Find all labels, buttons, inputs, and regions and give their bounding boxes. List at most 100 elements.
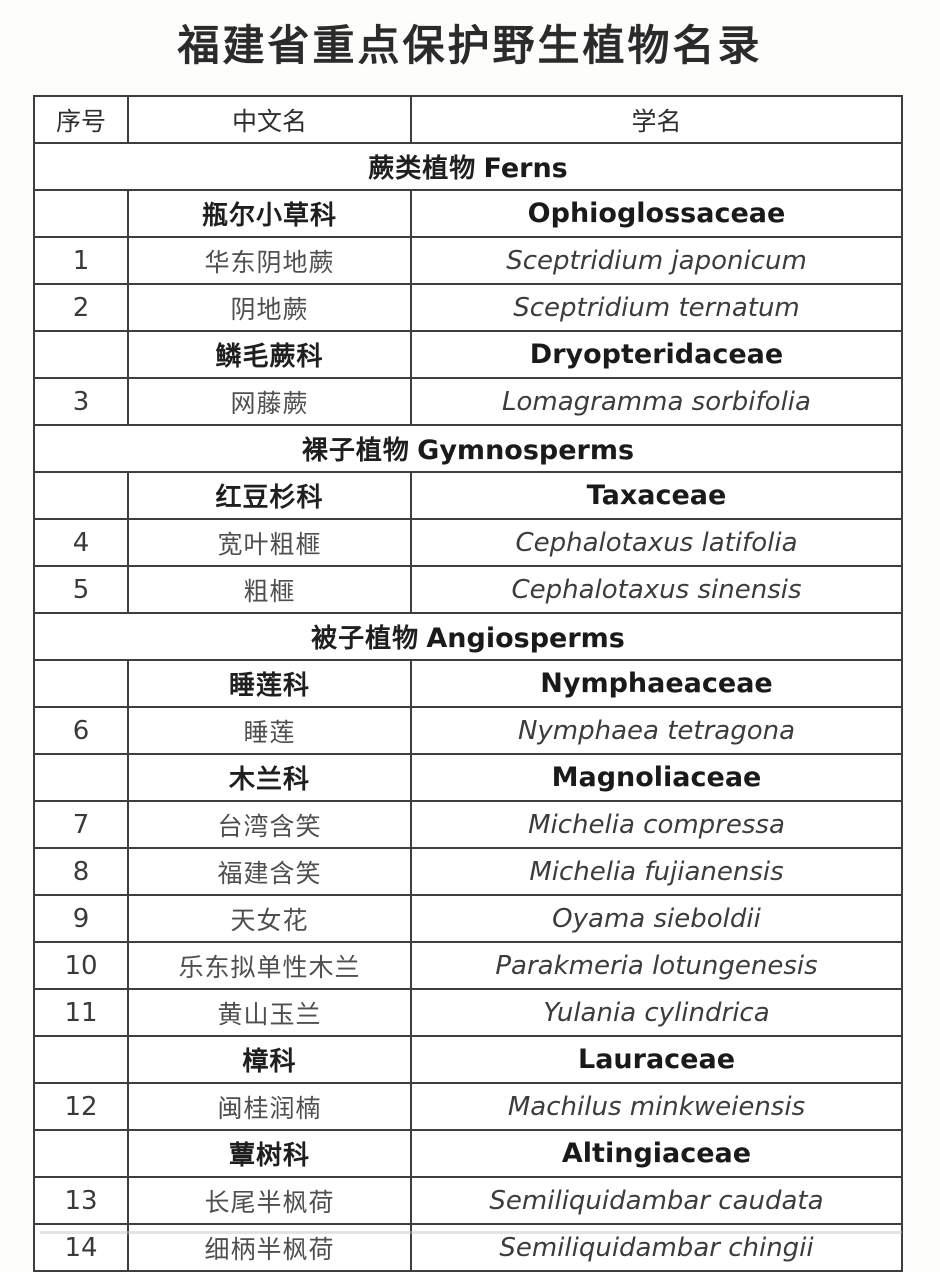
species-latin-name-cell: Cephalotaxus sinensis	[410, 565, 903, 614]
family-row: 鳞毛蕨科 Dryopteridaceae	[33, 330, 903, 379]
row-number-cell	[33, 1035, 129, 1084]
family-latin-name-cell: Nymphaeaceae	[410, 659, 903, 708]
species-row: 4 宽叶粗榧 Cephalotaxus latifolia	[33, 518, 903, 567]
row-number-cell: 2	[33, 283, 129, 332]
species-chinese-name-cell: 阴地蕨	[127, 283, 412, 332]
section-row: 裸子植物 Gymnosperms	[33, 424, 903, 473]
row-number-cell: 8	[33, 847, 129, 896]
species-chinese-name-cell: 福建含笑	[127, 847, 412, 896]
section-chinese-label: 蕨类植物	[368, 154, 477, 184]
species-latin-name-cell: Sceptridium japonicum	[410, 236, 903, 285]
scan-shadow-artifact	[40, 1231, 902, 1234]
species-latin-name-cell: Machilus minkweiensis	[410, 1082, 903, 1131]
row-number-cell	[33, 753, 129, 802]
family-latin-name-cell: Taxaceae	[410, 471, 903, 520]
species-latin-name-cell: Oyama sieboldii	[410, 894, 903, 943]
species-chinese-name-cell: 华东阴地蕨	[127, 236, 412, 285]
family-row: 瓶尔小草科 Ophioglossaceae	[33, 189, 903, 238]
row-number-cell	[33, 659, 129, 708]
row-number-cell	[33, 189, 129, 238]
row-number-cell	[33, 1129, 129, 1178]
family-row: 睡莲科 Nymphaeaceae	[33, 659, 903, 708]
species-row: 5 粗榧 Cephalotaxus sinensis	[33, 565, 903, 614]
row-number-cell: 5	[33, 565, 129, 614]
species-chinese-name-cell: 宽叶粗榧	[127, 518, 412, 567]
row-number-cell: 13	[33, 1176, 129, 1225]
table-body: 蕨类植物 Ferns 瓶尔小草科 Ophioglossaceae 1 华东阴地蕨 Scep…	[33, 142, 903, 1272]
species-chinese-name-cell: 黄山玉兰	[127, 988, 412, 1037]
species-row: 2 阴地蕨 Sceptridium ternatum	[33, 283, 903, 332]
family-chinese-name-cell: 红豆杉科	[127, 471, 412, 520]
section-header-cell: 蕨类植物 Ferns	[33, 142, 903, 191]
family-row: 红豆杉科 Taxaceae	[33, 471, 903, 520]
species-chinese-name-cell: 台湾含笑	[127, 800, 412, 849]
species-chinese-name-cell: 闽桂润楠	[127, 1082, 412, 1131]
family-row: 木兰科 Magnoliaceae	[33, 753, 903, 802]
row-number-cell	[33, 330, 129, 379]
section-row: 蕨类植物 Ferns	[33, 142, 903, 191]
species-row: 11 黄山玉兰 Yulania cylindrica	[33, 988, 903, 1037]
row-number-cell: 3	[33, 377, 129, 426]
species-latin-name-cell: Michelia fujianensis	[410, 847, 903, 896]
species-latin-name-cell: Semiliquidambar caudata	[410, 1176, 903, 1225]
family-chinese-name-cell: 蕈树科	[127, 1129, 412, 1178]
species-row: 10 乐东拟单性木兰 Parakmeria lotungenesis	[33, 941, 903, 990]
row-number-cell: 11	[33, 988, 129, 1037]
row-number-cell: 6	[33, 706, 129, 755]
family-latin-name-cell: Lauraceae	[410, 1035, 903, 1084]
species-row: 6 睡莲 Nymphaea tetragona	[33, 706, 903, 755]
row-number-cell: 1	[33, 236, 129, 285]
family-latin-name-cell: Magnoliaceae	[410, 753, 903, 802]
species-latin-name-cell: Lomagramma sorbifolia	[410, 377, 903, 426]
species-chinese-name-cell: 粗榧	[127, 565, 412, 614]
section-chinese-label: 裸子植物	[301, 436, 410, 466]
section-header-cell: 裸子植物 Gymnosperms	[33, 424, 903, 473]
species-latin-name-cell: Nymphaea tetragona	[410, 706, 903, 755]
row-number-cell: 10	[33, 941, 129, 990]
column-header-number: 序号	[33, 95, 129, 144]
table-header-row: 序号 中文名 学名	[33, 95, 903, 144]
row-number-cell: 12	[33, 1082, 129, 1131]
family-row: 樟科 Lauraceae	[33, 1035, 903, 1084]
section-latin-label: Gymnosperms	[417, 435, 635, 466]
family-chinese-name-cell: 木兰科	[127, 753, 412, 802]
species-row: 8 福建含笑 Michelia fujianensis	[33, 847, 903, 896]
species-chinese-name-cell: 睡莲	[127, 706, 412, 755]
family-latin-name-cell: Ophioglossaceae	[410, 189, 903, 238]
row-number-cell	[33, 471, 129, 520]
section-row: 被子植物 Angiosperms	[33, 612, 903, 661]
species-chinese-name-cell: 天女花	[127, 894, 412, 943]
family-row: 蕈树科 Altingiaceae	[33, 1129, 903, 1178]
species-latin-name-cell: Sceptridium ternatum	[410, 283, 903, 332]
row-number-cell: 4	[33, 518, 129, 567]
column-header-chinese-name: 中文名	[127, 95, 412, 144]
page-title: 福建省重点保护野生植物名录	[177, 21, 763, 70]
species-latin-name-cell: Yulania cylindrica	[410, 988, 903, 1037]
species-row: 3 网藤蕨 Lomagramma sorbifolia	[33, 377, 903, 426]
column-header-scientific-name: 学名	[410, 95, 903, 144]
family-latin-name-cell: Dryopteridaceae	[410, 330, 903, 379]
species-chinese-name-cell: 网藤蕨	[127, 377, 412, 426]
protected-plants-table: 序号 中文名 学名 蕨类植物 Ferns 瓶尔小草科 Ophioglossaceae…	[33, 95, 903, 1272]
species-latin-name-cell: Parakmeria lotungenesis	[410, 941, 903, 990]
family-latin-name-cell: Altingiaceae	[410, 1129, 903, 1178]
species-chinese-name-cell: 乐东拟单性木兰	[127, 941, 412, 990]
family-chinese-name-cell: 瓶尔小草科	[127, 189, 412, 238]
row-number-cell: 9	[33, 894, 129, 943]
species-latin-name-cell: Michelia compressa	[410, 800, 903, 849]
species-row: 12 闽桂润楠 Machilus minkweiensis	[33, 1082, 903, 1131]
species-latin-name-cell: Cephalotaxus latifolia	[410, 518, 903, 567]
species-row: 1 华东阴地蕨 Sceptridium japonicum	[33, 236, 903, 285]
section-latin-label: Angiosperms	[426, 623, 625, 654]
species-row: 9 天女花 Oyama sieboldii	[33, 894, 903, 943]
family-chinese-name-cell: 鳞毛蕨科	[127, 330, 412, 379]
section-latin-label: Ferns	[483, 153, 568, 184]
species-row: 13 长尾半枫荷 Semiliquidambar caudata	[33, 1176, 903, 1225]
row-number-cell: 7	[33, 800, 129, 849]
section-chinese-label: 被子植物	[311, 624, 420, 654]
family-chinese-name-cell: 樟科	[127, 1035, 412, 1084]
species-chinese-name-cell: 长尾半枫荷	[127, 1176, 412, 1225]
species-row: 7 台湾含笑 Michelia compressa	[33, 800, 903, 849]
family-chinese-name-cell: 睡莲科	[127, 659, 412, 708]
section-header-cell: 被子植物 Angiosperms	[33, 612, 903, 661]
